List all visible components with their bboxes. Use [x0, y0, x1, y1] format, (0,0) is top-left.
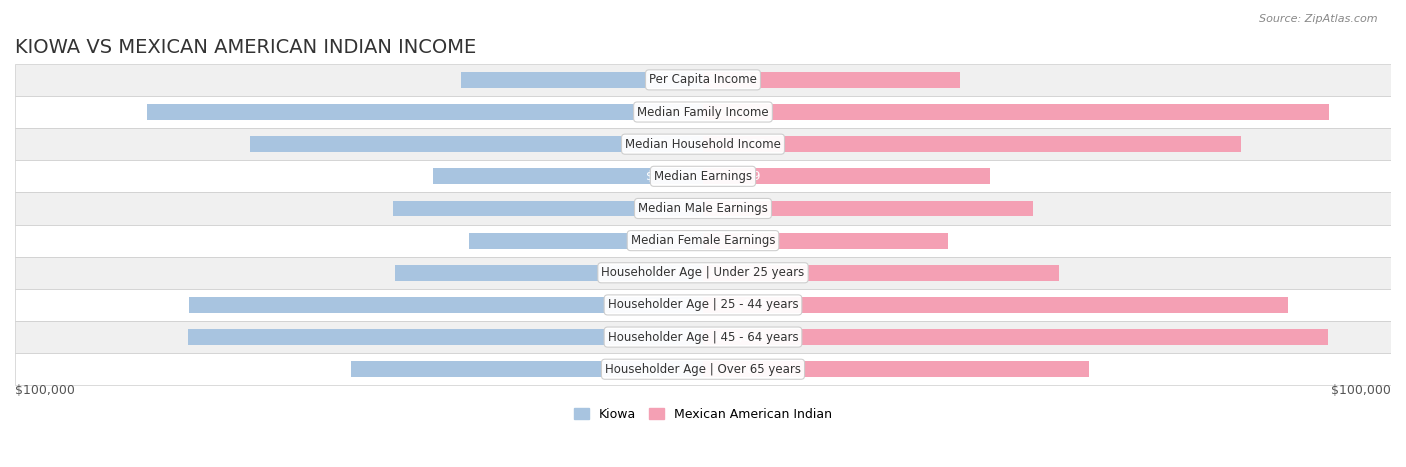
- Bar: [703, 169, 990, 184]
- Bar: [15, 257, 1391, 289]
- Bar: [703, 265, 1059, 281]
- Text: $80,885: $80,885: [640, 106, 692, 119]
- Bar: [461, 72, 703, 88]
- Bar: [703, 104, 1329, 120]
- Text: $100,000: $100,000: [15, 384, 75, 396]
- Bar: [703, 233, 948, 248]
- Bar: [15, 160, 1391, 192]
- Bar: [703, 72, 960, 88]
- Text: Per Capita Income: Per Capita Income: [650, 73, 756, 86]
- Bar: [703, 329, 1327, 345]
- Text: $51,140: $51,140: [644, 363, 696, 376]
- Text: Median Earnings: Median Earnings: [654, 170, 752, 183]
- Text: $74,815: $74,815: [641, 331, 693, 344]
- Bar: [15, 321, 1391, 353]
- Text: $34,074: $34,074: [647, 234, 699, 247]
- Text: Householder Age | 25 - 44 years: Householder Age | 25 - 44 years: [607, 298, 799, 311]
- Text: $78,166: $78,166: [714, 138, 765, 151]
- Bar: [433, 169, 703, 184]
- Bar: [703, 201, 1033, 216]
- Bar: [15, 225, 1391, 257]
- Text: $35,102: $35,102: [647, 73, 699, 86]
- Bar: [146, 104, 703, 120]
- Text: $39,232: $39,232: [647, 170, 697, 183]
- Text: KIOWA VS MEXICAN AMERICAN INDIAN INCOME: KIOWA VS MEXICAN AMERICAN INDIAN INCOME: [15, 38, 477, 57]
- Bar: [188, 297, 703, 313]
- Bar: [352, 361, 703, 377]
- Text: $47,990: $47,990: [710, 202, 761, 215]
- Text: Median Female Earnings: Median Female Earnings: [631, 234, 775, 247]
- Text: Householder Age | Under 25 years: Householder Age | Under 25 years: [602, 266, 804, 279]
- Legend: Kiowa, Mexican American Indian: Kiowa, Mexican American Indian: [569, 403, 837, 425]
- Bar: [15, 289, 1391, 321]
- Bar: [15, 64, 1391, 96]
- Bar: [15, 192, 1391, 225]
- Text: Householder Age | Over 65 years: Householder Age | Over 65 years: [605, 363, 801, 376]
- Text: Median Family Income: Median Family Income: [637, 106, 769, 119]
- Text: $45,094: $45,094: [645, 202, 697, 215]
- Text: $65,914: $65,914: [643, 138, 695, 151]
- Text: $51,783: $51,783: [710, 266, 762, 279]
- Bar: [249, 136, 703, 152]
- Text: $35,629: $35,629: [707, 234, 759, 247]
- Text: $85,066: $85,066: [714, 298, 766, 311]
- Bar: [188, 329, 703, 345]
- Text: $41,719: $41,719: [709, 170, 761, 183]
- Text: $37,407: $37,407: [709, 73, 759, 86]
- Text: $56,089: $56,089: [710, 363, 762, 376]
- Bar: [15, 96, 1391, 128]
- Text: $74,776: $74,776: [641, 298, 693, 311]
- Bar: [703, 297, 1288, 313]
- Bar: [392, 201, 703, 216]
- Bar: [15, 128, 1391, 160]
- Text: Householder Age | 45 - 64 years: Householder Age | 45 - 64 years: [607, 331, 799, 344]
- Bar: [395, 265, 703, 281]
- Text: $90,918: $90,918: [716, 106, 768, 119]
- Text: Median Male Earnings: Median Male Earnings: [638, 202, 768, 215]
- Text: $90,811: $90,811: [716, 331, 768, 344]
- Text: $100,000: $100,000: [1331, 384, 1391, 396]
- Bar: [15, 353, 1391, 385]
- Bar: [703, 361, 1088, 377]
- Text: Median Household Income: Median Household Income: [626, 138, 780, 151]
- Bar: [703, 136, 1240, 152]
- Text: Source: ZipAtlas.com: Source: ZipAtlas.com: [1260, 14, 1378, 24]
- Bar: [468, 233, 703, 248]
- Text: $44,733: $44,733: [645, 266, 697, 279]
